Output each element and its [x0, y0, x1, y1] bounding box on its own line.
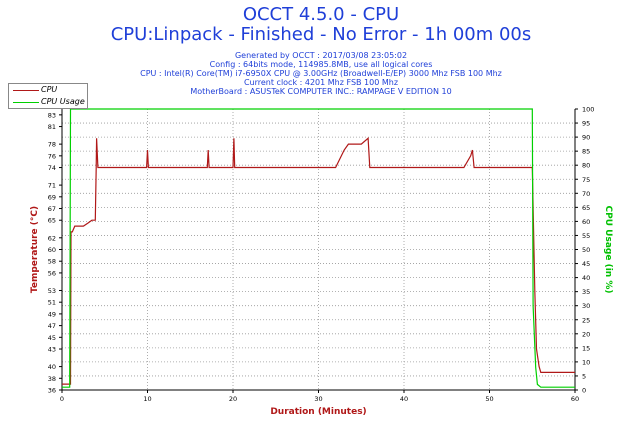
y2-axis-label: CPU Usage (in %) — [603, 206, 613, 294]
y-tick-label: 43 — [48, 346, 56, 354]
y-tick-label: 81 — [48, 123, 56, 131]
y-tick-label: 74 — [48, 164, 56, 172]
y-tick-label: 36 — [48, 387, 56, 395]
y2-tick-label: 85 — [582, 148, 590, 156]
legend-label-cpu: CPU — [41, 85, 58, 94]
y-tick-label: 83 — [48, 111, 56, 119]
y2-tick-label: 40 — [582, 274, 590, 282]
y2-tick-label: 60 — [582, 218, 590, 226]
chart-legend: CPU CPU Usage — [8, 83, 88, 109]
y2-tick-label: 80 — [582, 162, 590, 170]
legend-swatch-cpu — [13, 90, 39, 91]
chart-title: OCCT 4.5.0 - CPU — [242, 4, 400, 25]
y2-tick-label: 90 — [582, 134, 590, 142]
y-tick-label: 40 — [48, 363, 56, 371]
y2-tick-label: 45 — [582, 260, 590, 268]
series-line-cpu — [62, 137, 575, 385]
x-tick-label: 60 — [571, 395, 579, 403]
y2-tick-label: 75 — [582, 176, 590, 184]
info-line-clock: Current clock : 4201 Mhz FSB 100 Mhz — [243, 78, 399, 87]
y2-tick-label: 0 — [582, 387, 586, 395]
y-tick-label: 65 — [48, 217, 56, 225]
legend-swatch-cpu-usage — [13, 102, 39, 103]
y2-tick-label: 95 — [582, 120, 590, 128]
y-tick-label: 62 — [48, 234, 56, 242]
legend-label-cpu-usage: CPU Usage — [41, 97, 85, 106]
y-tick-label: 45 — [48, 334, 56, 342]
y2-tick-label: 50 — [582, 246, 590, 254]
y2-tick-label: 55 — [582, 232, 590, 240]
y-tick-label: 69 — [48, 193, 56, 201]
legend-item-cpu-usage: CPU Usage — [9, 96, 87, 108]
info-line-motherboard: MotherBoard : ASUSTeK COMPUTER INC.: RAM… — [190, 87, 452, 96]
y2-tick-label: 25 — [582, 316, 590, 324]
y-tick-label: 60 — [48, 246, 56, 254]
y2-tick-label: 20 — [582, 330, 590, 338]
y-tick-label: 67 — [48, 205, 56, 213]
y-tick-label: 71 — [48, 182, 56, 190]
info-line-generated: Generated by OCCT : 2017/03/08 23:05:02 — [234, 51, 408, 60]
y-tick-label: 51 — [48, 299, 56, 307]
x-tick-label: 20 — [229, 395, 237, 403]
y-tick-label: 56 — [48, 269, 56, 277]
series-line-cpu-usage — [62, 108, 575, 388]
y2-tick-label: 5 — [582, 372, 586, 380]
legend-item-cpu: CPU — [9, 84, 87, 96]
y-tick-label: 53 — [48, 287, 56, 295]
x-tick-label: 10 — [143, 395, 151, 403]
y2-tick-label: 65 — [582, 204, 590, 212]
x-tick-label: 0 — [60, 395, 64, 403]
y-tick-label: 78 — [48, 141, 56, 149]
y2-tick-label: 70 — [582, 190, 590, 198]
x-axis-label: Duration (Minutes) — [270, 407, 366, 417]
y2-tick-label: 30 — [582, 302, 590, 310]
y2-tick-label: 15 — [582, 344, 590, 352]
x-tick-label: 50 — [485, 395, 493, 403]
x-tick-label: 40 — [400, 395, 408, 403]
y-tick-label: 58 — [48, 258, 56, 266]
y-tick-label: 38 — [48, 375, 56, 383]
y-tick-label: 76 — [48, 152, 56, 160]
info-line-cpu: CPU : Intel(R) Core(TM) i7-6950X CPU @ 3… — [140, 69, 502, 78]
y-tick-label: 49 — [48, 310, 56, 318]
y2-tick-label: 10 — [582, 358, 590, 366]
y-axis-label: Temperature (°C) — [30, 206, 40, 293]
y-tick-label: 47 — [48, 322, 56, 330]
chart-subtitle: CPU:Linpack - Finished - No Error - 1h 0… — [110, 24, 532, 45]
x-tick-label: 30 — [314, 395, 322, 403]
y2-tick-label: 35 — [582, 288, 590, 296]
info-line-config: Config : 64bits mode, 114985.8MB, use al… — [209, 60, 433, 69]
y2-tick-label: 100 — [582, 106, 594, 114]
